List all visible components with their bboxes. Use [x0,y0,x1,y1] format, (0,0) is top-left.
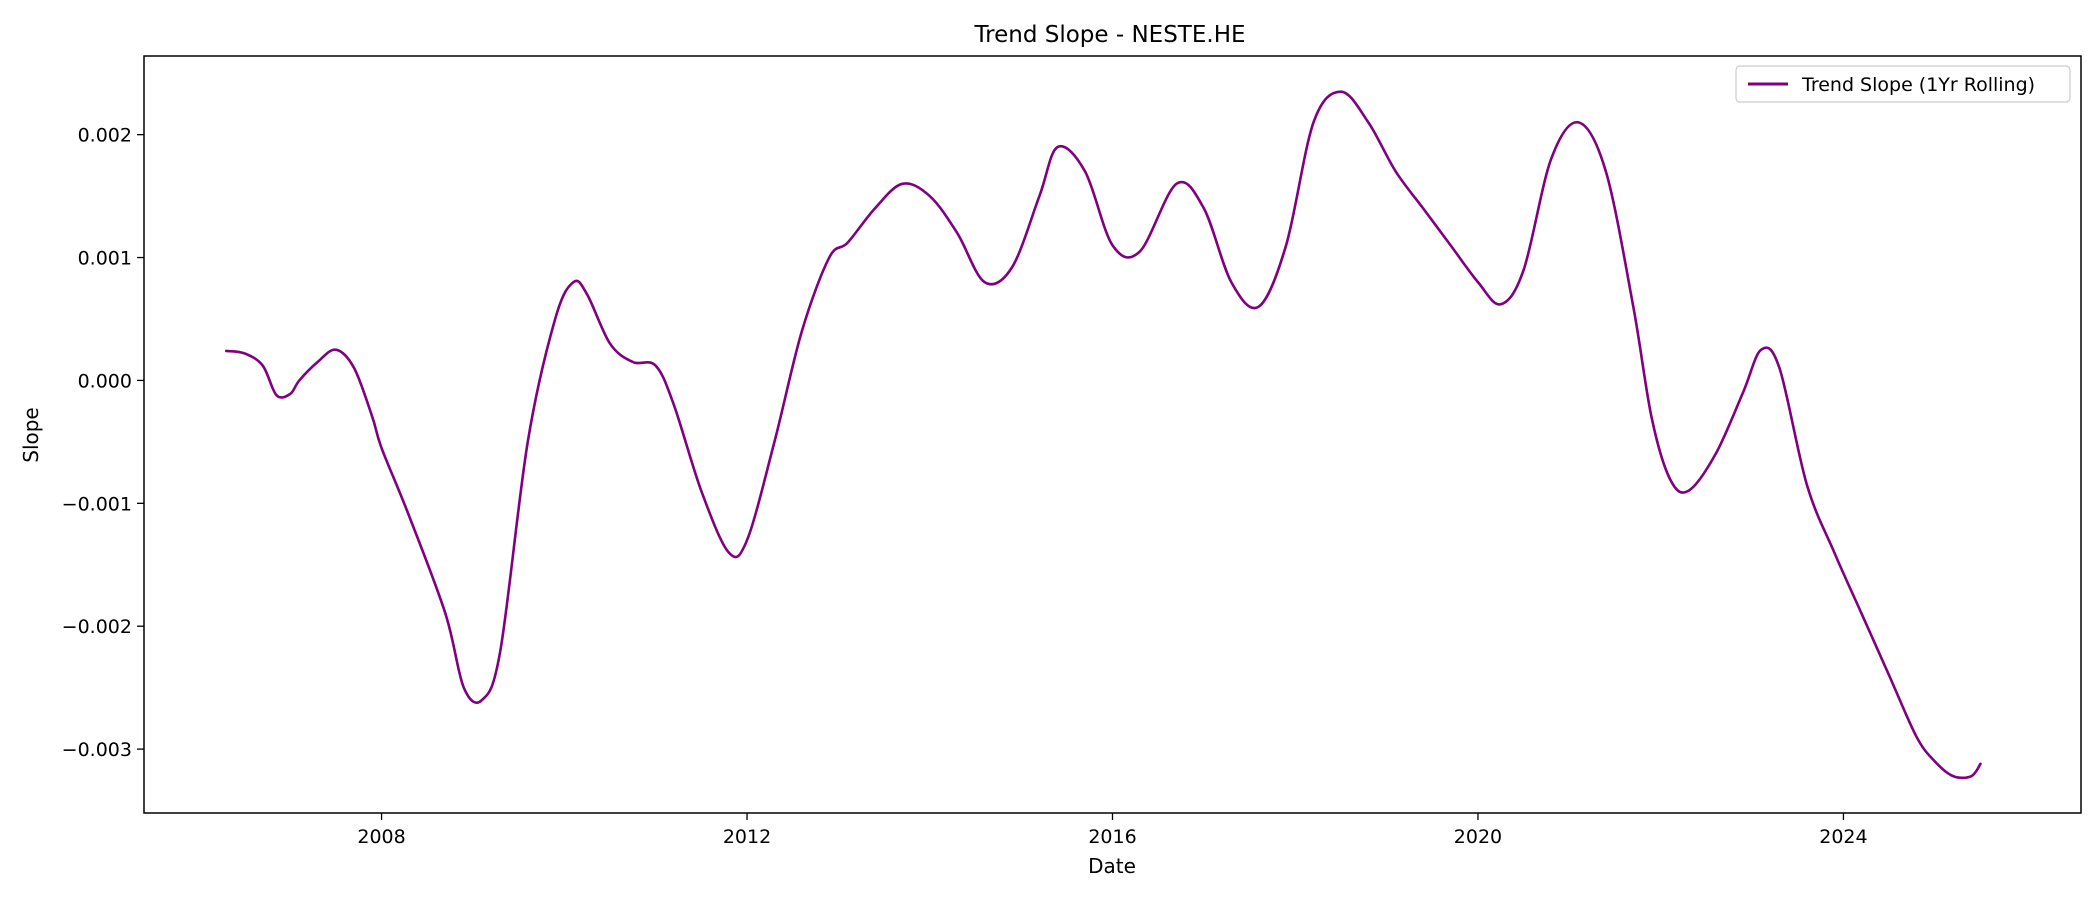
y-tick-label: 0.002 [78,125,132,147]
x-axis-label: Date [1088,854,1136,878]
legend-label: Trend Slope (1Yr Rolling) [1801,74,2035,96]
legend: Trend Slope (1Yr Rolling) [1735,65,2071,103]
y-tick-label: −0.001 [62,493,132,515]
y-tick-label: 0.000 [78,370,132,392]
y-tick-label: 0.001 [78,248,132,270]
series-line-trend-slope [224,90,1982,780]
y-tick-label: −0.003 [62,739,132,761]
legend-box [1735,65,2071,103]
plot-frame [143,55,2082,814]
x-tick-label: 2016 [1088,826,1136,848]
x-tick-label: 2008 [357,826,405,848]
x-tick-label: 2012 [723,826,771,848]
x-tick-label: 2020 [1454,826,1502,848]
chart-title: Trend Slope - NESTE.HE [973,22,1245,48]
x-tick-label: 2024 [1819,826,1867,848]
y-axis-label: Slope [19,407,43,463]
y-tick-label: −0.002 [62,616,132,638]
